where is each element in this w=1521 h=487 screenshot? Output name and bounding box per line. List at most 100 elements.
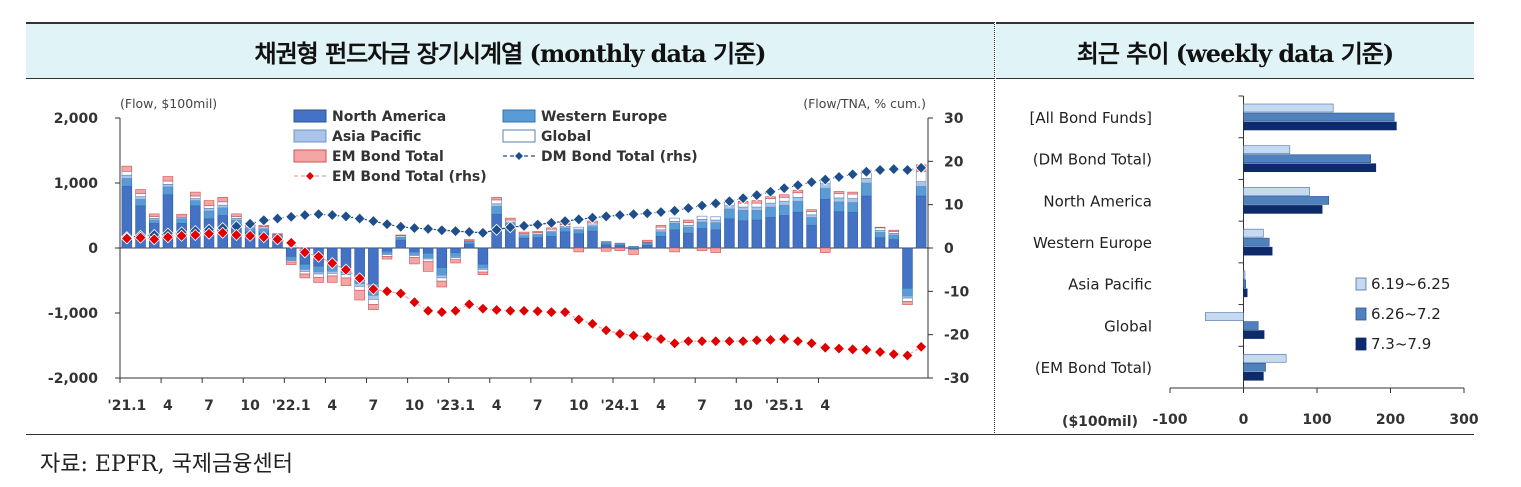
- dm-bond-total-point: [312, 208, 325, 221]
- panel-divider: [994, 22, 995, 435]
- bar-north-america: [888, 239, 899, 249]
- dm-bond-total-point: [764, 185, 777, 198]
- em-bond-total-point: [737, 335, 750, 348]
- em-bond-total-point: [422, 304, 435, 317]
- bar-global: [327, 273, 338, 277]
- value-tick-label: 100: [1302, 412, 1331, 428]
- bar-week-2: [1243, 362, 1266, 372]
- bar-global: [628, 246, 639, 248]
- bar-north-america: [436, 247, 448, 268]
- x-tick-label: 10: [240, 398, 260, 414]
- dm-bond-total-point: [791, 179, 804, 192]
- dm-bond-total-point: [559, 215, 572, 228]
- em-bond-total-point: [586, 317, 599, 330]
- dm-bond-total-point: [504, 221, 517, 234]
- bar-asia-pacific: [833, 197, 845, 203]
- bar-week-3: [1243, 163, 1377, 173]
- em-bond-total-point: [339, 263, 353, 276]
- bar-western-europe: [436, 267, 448, 276]
- bar-western-europe: [162, 186, 174, 196]
- bar-global: [751, 202, 763, 208]
- dm-bond-total-point: [490, 223, 503, 236]
- legend-swatch: [502, 109, 536, 123]
- bar-em-bond-total: [614, 247, 626, 251]
- bar-global: [806, 211, 817, 216]
- bar-week-1: [1243, 353, 1287, 363]
- dm-bond-total-point: [244, 217, 257, 230]
- bar-asia-pacific: [915, 181, 927, 187]
- bar-western-europe: [833, 201, 845, 212]
- y2-tick-label: 0: [944, 241, 954, 257]
- dm-bond-total-point: [915, 161, 928, 174]
- em-bond-total-point: [353, 272, 366, 285]
- em-bond-total-point: [394, 287, 407, 300]
- bar-em-bond-total: [874, 226, 886, 229]
- bar-north-america: [915, 195, 927, 249]
- bar-western-europe: [121, 178, 133, 187]
- left-chart-header: 채권형 펀드자금 장기시계열 (monthly data 기준): [26, 22, 994, 79]
- em-bond-total-point: [791, 335, 804, 348]
- bar-western-europe: [313, 265, 324, 273]
- bar-global: [614, 242, 626, 245]
- bar-western-europe: [285, 256, 297, 260]
- legend-swatch: [293, 129, 327, 143]
- bar-global: [902, 297, 913, 302]
- bar-em-bond-total: [902, 301, 913, 305]
- bar-global: [833, 193, 845, 199]
- dm-bond-total-point: [572, 213, 585, 226]
- em-bond-total-point: [627, 329, 640, 342]
- bar-asia-pacific: [737, 206, 749, 211]
- bar-em-bond-total: [231, 213, 242, 217]
- bar-em-bond-total: [190, 191, 201, 197]
- legend-label: Asia Pacific: [332, 129, 421, 145]
- bar-asia-pacific: [217, 204, 228, 209]
- bar-week-3: [1243, 121, 1397, 131]
- em-bond-total-point: [750, 334, 763, 347]
- em-bond-total-point: [175, 229, 188, 242]
- em-bond-total-point: [148, 233, 161, 246]
- em-bond-total-point: [723, 335, 736, 348]
- bar-global: [190, 195, 201, 199]
- bar-north-america: [833, 211, 845, 249]
- bar-western-europe: [203, 210, 215, 220]
- bar-north-america: [724, 218, 735, 249]
- em-bond-total-point: [435, 306, 448, 319]
- category-label: Asia Pacific: [1068, 276, 1152, 294]
- bar-western-europe: [587, 226, 598, 232]
- bar-em-bond-total: [450, 259, 461, 264]
- em-bond-total-point: [408, 296, 421, 309]
- right-chart-header: 최근 추이 (weekly data 기준): [996, 22, 1474, 79]
- bar-global: [135, 193, 146, 197]
- bar-asia-pacific: [162, 184, 174, 188]
- bar-em-bond-total: [340, 277, 352, 286]
- bar-western-europe: [190, 200, 201, 207]
- bar-western-europe: [751, 210, 763, 221]
- dm-bond-total-point: [737, 192, 750, 205]
- em-bond-total-point: [298, 246, 311, 259]
- bar-global: [477, 269, 489, 273]
- bar-asia-pacific: [847, 198, 858, 203]
- em-bond-total-point: [216, 226, 229, 239]
- em-bond-total-point: [901, 349, 914, 362]
- dm-bond-total-point: [750, 189, 763, 202]
- bar-north-america: [710, 229, 721, 249]
- legend-label: Global: [541, 129, 591, 145]
- bar-north-america: [546, 236, 557, 249]
- bar-em-bond-total: [477, 271, 489, 275]
- dm-bond-total-point: [627, 208, 640, 221]
- bar-em-bond-total: [505, 217, 516, 221]
- x-tick-label: 7: [204, 398, 214, 414]
- dm-bond-total-point: [285, 210, 298, 223]
- em-bond-total-point: [709, 335, 722, 348]
- value-tick-label: 0: [1239, 412, 1249, 428]
- x-tick-label: 10: [405, 398, 425, 414]
- bar-western-europe: [422, 252, 434, 259]
- left-axis-label: (Flow, $100mil): [120, 96, 217, 111]
- x-tick-label: 7: [368, 398, 378, 414]
- bar-week-2: [1243, 196, 1330, 205]
- bar-western-europe: [847, 202, 858, 213]
- bar-asia-pacific: [491, 203, 502, 207]
- bar-asia-pacific: [778, 200, 790, 206]
- bar-north-america: [778, 215, 790, 249]
- bar-em-bond-total: [820, 247, 831, 253]
